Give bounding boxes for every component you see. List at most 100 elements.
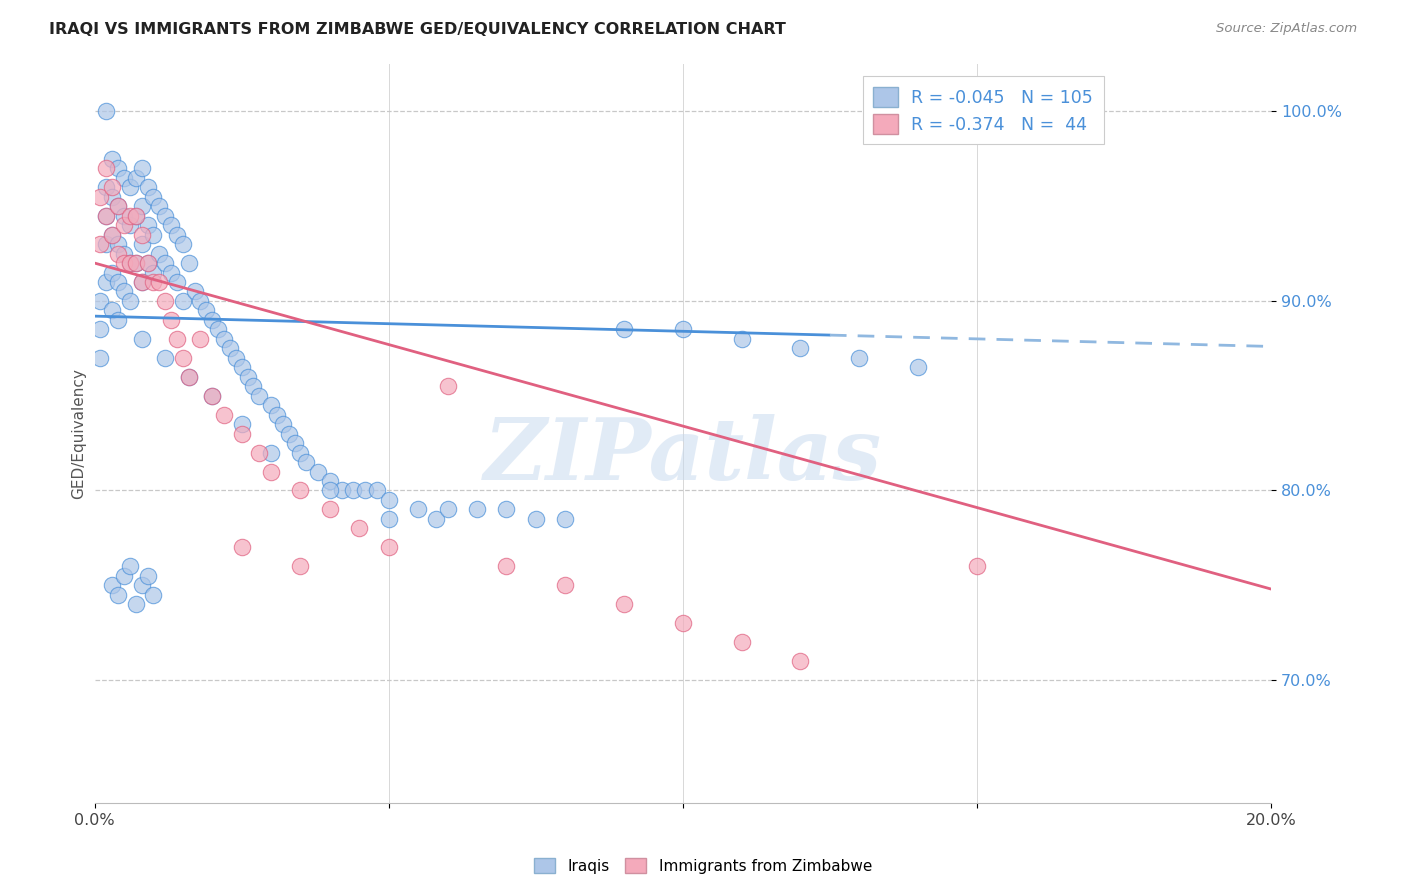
Point bbox=[107, 199, 129, 213]
Point bbox=[236, 369, 259, 384]
Point bbox=[260, 465, 283, 479]
Point bbox=[366, 483, 388, 498]
Point bbox=[730, 635, 752, 649]
Point bbox=[177, 369, 200, 384]
Point bbox=[96, 209, 118, 223]
Point bbox=[231, 360, 253, 375]
Point bbox=[101, 190, 124, 204]
Point bbox=[142, 190, 165, 204]
Point bbox=[118, 209, 141, 223]
Point bbox=[89, 237, 111, 252]
Point bbox=[125, 209, 148, 223]
Point bbox=[96, 161, 118, 176]
Point bbox=[96, 275, 118, 289]
Point bbox=[377, 512, 399, 526]
Point bbox=[96, 180, 118, 194]
Point bbox=[160, 218, 183, 232]
Point bbox=[107, 313, 129, 327]
Point bbox=[107, 161, 129, 176]
Point bbox=[101, 578, 124, 592]
Point bbox=[118, 218, 141, 232]
Y-axis label: GED/Equivalency: GED/Equivalency bbox=[72, 368, 86, 500]
Point bbox=[177, 369, 200, 384]
Point bbox=[101, 266, 124, 280]
Point bbox=[290, 483, 312, 498]
Point bbox=[207, 322, 229, 336]
Point bbox=[277, 426, 299, 441]
Point bbox=[101, 303, 124, 318]
Point bbox=[848, 351, 870, 365]
Point bbox=[107, 275, 129, 289]
Point bbox=[153, 209, 176, 223]
Point bbox=[172, 237, 194, 252]
Point bbox=[112, 568, 135, 582]
Point bbox=[349, 521, 371, 535]
Point bbox=[284, 436, 307, 450]
Point bbox=[271, 417, 294, 432]
Point bbox=[107, 237, 129, 252]
Point bbox=[136, 256, 159, 270]
Text: IRAQI VS IMMIGRANTS FROM ZIMBABWE GED/EQUIVALENCY CORRELATION CHART: IRAQI VS IMMIGRANTS FROM ZIMBABWE GED/EQ… bbox=[49, 22, 786, 37]
Point bbox=[290, 559, 312, 574]
Point bbox=[112, 218, 135, 232]
Point bbox=[131, 275, 153, 289]
Point bbox=[260, 398, 283, 412]
Point bbox=[242, 379, 264, 393]
Point bbox=[101, 227, 124, 242]
Point bbox=[89, 190, 111, 204]
Point bbox=[730, 332, 752, 346]
Point bbox=[142, 275, 165, 289]
Point bbox=[131, 237, 153, 252]
Point bbox=[107, 246, 129, 260]
Point bbox=[118, 559, 141, 574]
Point bbox=[672, 616, 695, 631]
Point bbox=[160, 266, 183, 280]
Point bbox=[231, 426, 253, 441]
Point bbox=[966, 559, 988, 574]
Point bbox=[436, 379, 458, 393]
Text: Source: ZipAtlas.com: Source: ZipAtlas.com bbox=[1216, 22, 1357, 36]
Point bbox=[201, 389, 224, 403]
Point bbox=[131, 332, 153, 346]
Point bbox=[195, 303, 218, 318]
Point bbox=[118, 256, 141, 270]
Point bbox=[377, 541, 399, 555]
Point bbox=[125, 256, 148, 270]
Point bbox=[96, 237, 118, 252]
Point bbox=[231, 541, 253, 555]
Point bbox=[177, 256, 200, 270]
Point bbox=[247, 445, 270, 459]
Legend: R = -0.045   N = 105, R = -0.374   N =  44: R = -0.045 N = 105, R = -0.374 N = 44 bbox=[863, 77, 1104, 145]
Point bbox=[136, 568, 159, 582]
Point bbox=[613, 322, 636, 336]
Point bbox=[112, 256, 135, 270]
Point bbox=[789, 342, 811, 356]
Point bbox=[107, 199, 129, 213]
Point bbox=[142, 588, 165, 602]
Point bbox=[125, 170, 148, 185]
Point bbox=[89, 322, 111, 336]
Point bbox=[436, 502, 458, 516]
Point bbox=[295, 455, 318, 469]
Point bbox=[153, 293, 176, 308]
Point bbox=[524, 512, 547, 526]
Point bbox=[266, 408, 288, 422]
Point bbox=[96, 104, 118, 119]
Point bbox=[212, 332, 235, 346]
Point bbox=[425, 512, 447, 526]
Text: ZIPatlas: ZIPatlas bbox=[484, 414, 882, 498]
Point bbox=[101, 152, 124, 166]
Point bbox=[554, 578, 576, 592]
Point bbox=[89, 293, 111, 308]
Point bbox=[554, 512, 576, 526]
Point bbox=[319, 502, 342, 516]
Point bbox=[166, 275, 188, 289]
Point bbox=[172, 293, 194, 308]
Point bbox=[118, 180, 141, 194]
Point bbox=[101, 180, 124, 194]
Point bbox=[172, 351, 194, 365]
Point bbox=[260, 445, 283, 459]
Point bbox=[136, 256, 159, 270]
Point bbox=[406, 502, 429, 516]
Point bbox=[148, 275, 170, 289]
